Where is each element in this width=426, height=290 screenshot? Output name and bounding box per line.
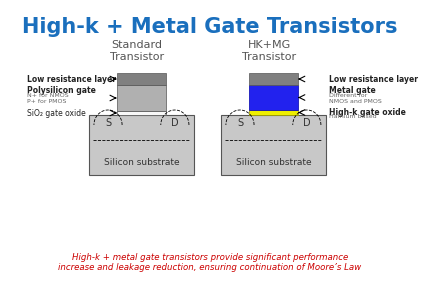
Text: N+ for NMOS
P+ for PMOS: N+ for NMOS P+ for PMOS — [27, 93, 69, 104]
FancyBboxPatch shape — [89, 115, 194, 175]
Text: Metal gate: Metal gate — [329, 86, 376, 95]
Text: Silicon substrate: Silicon substrate — [236, 158, 311, 167]
FancyBboxPatch shape — [221, 115, 326, 175]
Text: D: D — [171, 118, 178, 128]
Text: Low resistance layer: Low resistance layer — [329, 75, 418, 84]
Bar — [249, 85, 298, 110]
Bar — [117, 85, 166, 111]
Text: High-k gate oxide: High-k gate oxide — [329, 108, 406, 117]
Text: Polysilicon gate: Polysilicon gate — [27, 86, 96, 95]
Text: High-k + metal gate transistors provide significant performance
increase and lea: High-k + metal gate transistors provide … — [58, 253, 362, 272]
Bar — [249, 110, 298, 115]
Text: Hafnium based: Hafnium based — [329, 114, 377, 119]
Text: Silicon substrate: Silicon substrate — [104, 158, 179, 167]
Text: D: D — [303, 118, 311, 128]
Bar — [249, 73, 298, 85]
Text: Different for
NMOS and PMOS: Different for NMOS and PMOS — [329, 93, 382, 104]
Text: S: S — [105, 118, 111, 128]
Text: Standard
Transistor: Standard Transistor — [110, 40, 164, 61]
Text: High-k + Metal Gate Transistors: High-k + Metal Gate Transistors — [22, 17, 398, 37]
Bar — [117, 73, 166, 85]
Text: S: S — [237, 118, 243, 128]
Text: SiO₂ gate oxide: SiO₂ gate oxide — [27, 108, 86, 117]
Text: Low resistance layer: Low resistance layer — [27, 75, 116, 84]
Bar — [117, 111, 166, 115]
Text: HK+MG
Transistor: HK+MG Transistor — [242, 40, 296, 61]
